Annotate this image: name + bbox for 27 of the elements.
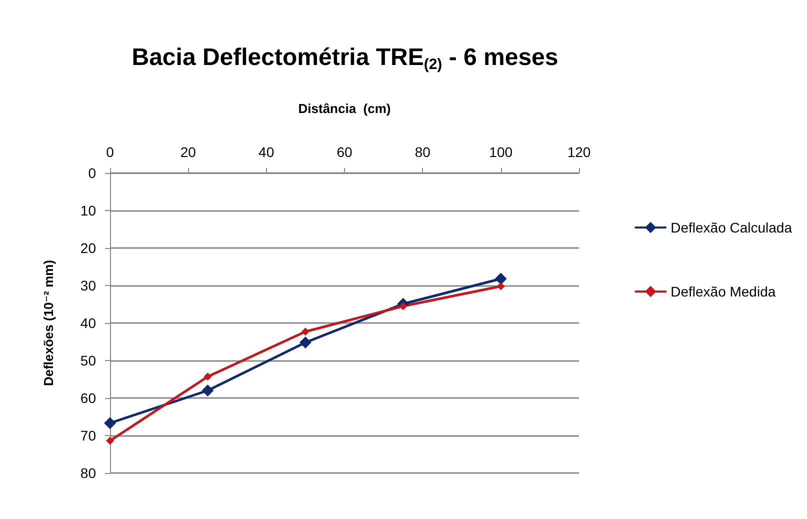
y-tick-label: 80 xyxy=(80,465,96,481)
legend-label: Deflexão Calculada xyxy=(670,220,792,236)
point xyxy=(494,272,507,285)
x-tick-label: 20 xyxy=(180,144,196,160)
y-tick-label: 60 xyxy=(80,390,96,406)
x-tick-label: 60 xyxy=(336,144,352,160)
y-tick-label: 20 xyxy=(80,240,96,256)
point xyxy=(496,282,505,290)
y-tick-label: 70 xyxy=(80,428,96,444)
x-tick-label: 120 xyxy=(567,144,591,160)
point xyxy=(202,384,214,396)
y-tick-label: 0 xyxy=(88,165,96,181)
y-tick-label: 10 xyxy=(80,202,96,218)
x-tick-label: 80 xyxy=(414,144,431,160)
point xyxy=(104,417,116,430)
point xyxy=(204,372,212,381)
x-tick-label: 100 xyxy=(489,144,513,160)
y-tick-label: 40 xyxy=(80,315,96,331)
y-tick-label: 50 xyxy=(80,352,96,368)
point xyxy=(301,328,310,336)
y-tick-label: 30 xyxy=(80,278,96,294)
point xyxy=(299,336,312,348)
y-axis-title: Deflexões (10⁻² mm) xyxy=(41,260,56,386)
x-tick-label: 0 xyxy=(106,144,114,160)
x-axis-title: Distância (cm) xyxy=(298,101,391,116)
legend-label: Deflexão Medida xyxy=(670,284,776,300)
x-tick-label: 40 xyxy=(258,144,274,160)
